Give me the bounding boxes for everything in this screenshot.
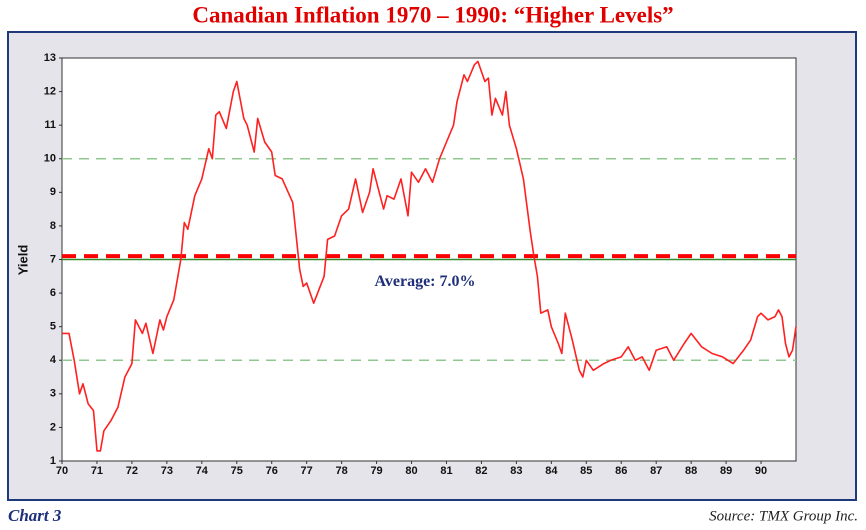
x-tick-label: 76 bbox=[266, 465, 278, 477]
y-tick-label: 13 bbox=[44, 52, 56, 64]
source: Source: TMX Group Inc. bbox=[709, 508, 858, 524]
x-tick-label: 85 bbox=[580, 465, 592, 477]
x-tick-label: 88 bbox=[685, 465, 697, 477]
x-tick-label: 89 bbox=[720, 465, 732, 477]
y-axis-label: Yield bbox=[15, 245, 30, 276]
y-tick-label: 6 bbox=[50, 287, 56, 299]
chart-title: Canadian Inflation 1970 – 1990: “Higher … bbox=[192, 2, 673, 27]
x-tick-label: 70 bbox=[56, 465, 68, 477]
y-tick-label: 8 bbox=[50, 220, 56, 232]
x-tick-label: 79 bbox=[370, 465, 382, 477]
x-tick-label: 82 bbox=[475, 465, 487, 477]
y-tick-label: 5 bbox=[50, 321, 56, 333]
y-tick-label: 9 bbox=[50, 186, 56, 198]
x-tick-label: 78 bbox=[335, 465, 347, 477]
x-tick-label: 90 bbox=[755, 465, 767, 477]
y-tick-label: 1 bbox=[50, 455, 56, 467]
average-label: Average: 7.0% bbox=[375, 273, 476, 290]
x-tick-label: 84 bbox=[545, 465, 558, 477]
x-tick-label: 86 bbox=[615, 465, 627, 477]
x-tick-label: 72 bbox=[126, 465, 138, 477]
y-tick-label: 11 bbox=[44, 119, 56, 131]
data-line bbox=[62, 60, 797, 452]
y-tick-label: 3 bbox=[50, 388, 56, 400]
chart-number: Chart 3 bbox=[8, 506, 62, 525]
x-tick-label: 83 bbox=[510, 465, 522, 477]
x-tick-label: 73 bbox=[161, 465, 173, 477]
x-tick-label: 87 bbox=[650, 465, 662, 477]
x-tick-label: 71 bbox=[91, 465, 103, 477]
x-tick-label: 80 bbox=[405, 465, 417, 477]
x-tick-label: 74 bbox=[196, 465, 209, 477]
x-tick-label: 81 bbox=[440, 465, 452, 477]
y-tick-label: 10 bbox=[44, 153, 56, 165]
y-tick-label: 4 bbox=[50, 354, 57, 366]
y-tick-label: 7 bbox=[50, 253, 56, 265]
x-tick-label: 75 bbox=[231, 465, 243, 477]
y-tick-label: 12 bbox=[44, 85, 56, 97]
x-tick-label: 77 bbox=[301, 465, 313, 477]
y-tick-label: 2 bbox=[50, 421, 56, 433]
